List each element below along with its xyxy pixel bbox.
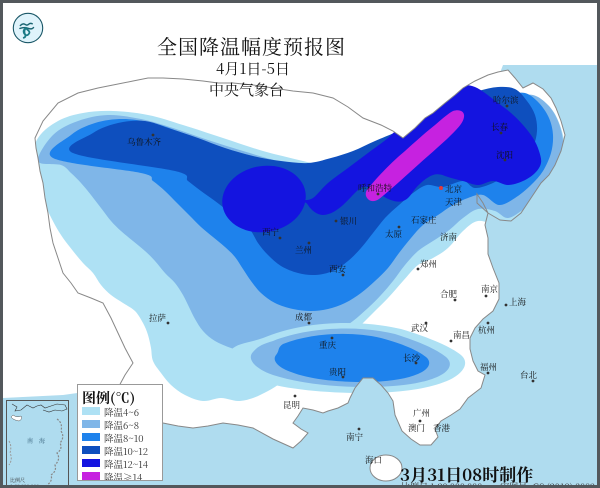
svg-text:成都: 成都 [295,311,313,323]
svg-text:拉萨: 拉萨 [149,312,167,324]
svg-text:贵阳: 贵阳 [329,366,346,378]
svg-text:兰州: 兰州 [295,244,312,256]
svg-text:合肥: 合肥 [440,288,458,300]
svg-text:澳门: 澳门 [408,422,425,434]
svg-text:南昌: 南昌 [453,329,470,341]
svg-text:乌鲁木齐: 乌鲁木齐 [127,136,162,148]
svg-text:南 海: 南 海 [27,436,45,445]
svg-text:呼和浩特: 呼和浩特 [358,182,393,194]
svg-text:台北: 台北 [520,369,538,381]
svg-text:西安: 西安 [329,263,347,275]
svg-text:沈阳: 沈阳 [496,149,513,161]
svg-text:长春: 长春 [491,121,509,133]
svg-text:石家庄: 石家庄 [411,214,437,226]
svg-text:昆明: 昆明 [283,399,301,411]
svg-text:天津: 天津 [445,196,463,208]
svg-text:武汉: 武汉 [411,322,429,334]
svg-text:郑州: 郑州 [420,258,437,270]
svg-text:上海: 上海 [509,296,527,308]
svg-text:杭州: 杭州 [478,324,495,336]
svg-text:济南: 济南 [440,231,458,243]
svg-text:哈尔滨: 哈尔滨 [493,94,519,106]
svg-text:海口: 海口 [365,454,382,466]
svg-text:重庆: 重庆 [319,339,337,351]
svg-text:银川: 银川 [340,215,357,227]
svg-text:长沙: 长沙 [403,352,421,364]
svg-text:南京: 南京 [481,283,499,295]
svg-text:西宁: 西宁 [262,226,280,238]
svg-text:广州: 广州 [413,407,430,419]
svg-text:香港: 香港 [433,422,451,434]
svg-text:福州: 福州 [480,361,497,373]
svg-text:北京: 北京 [445,183,463,195]
svg-text:太原: 太原 [385,228,403,240]
svg-text:南宁: 南宁 [346,431,364,443]
